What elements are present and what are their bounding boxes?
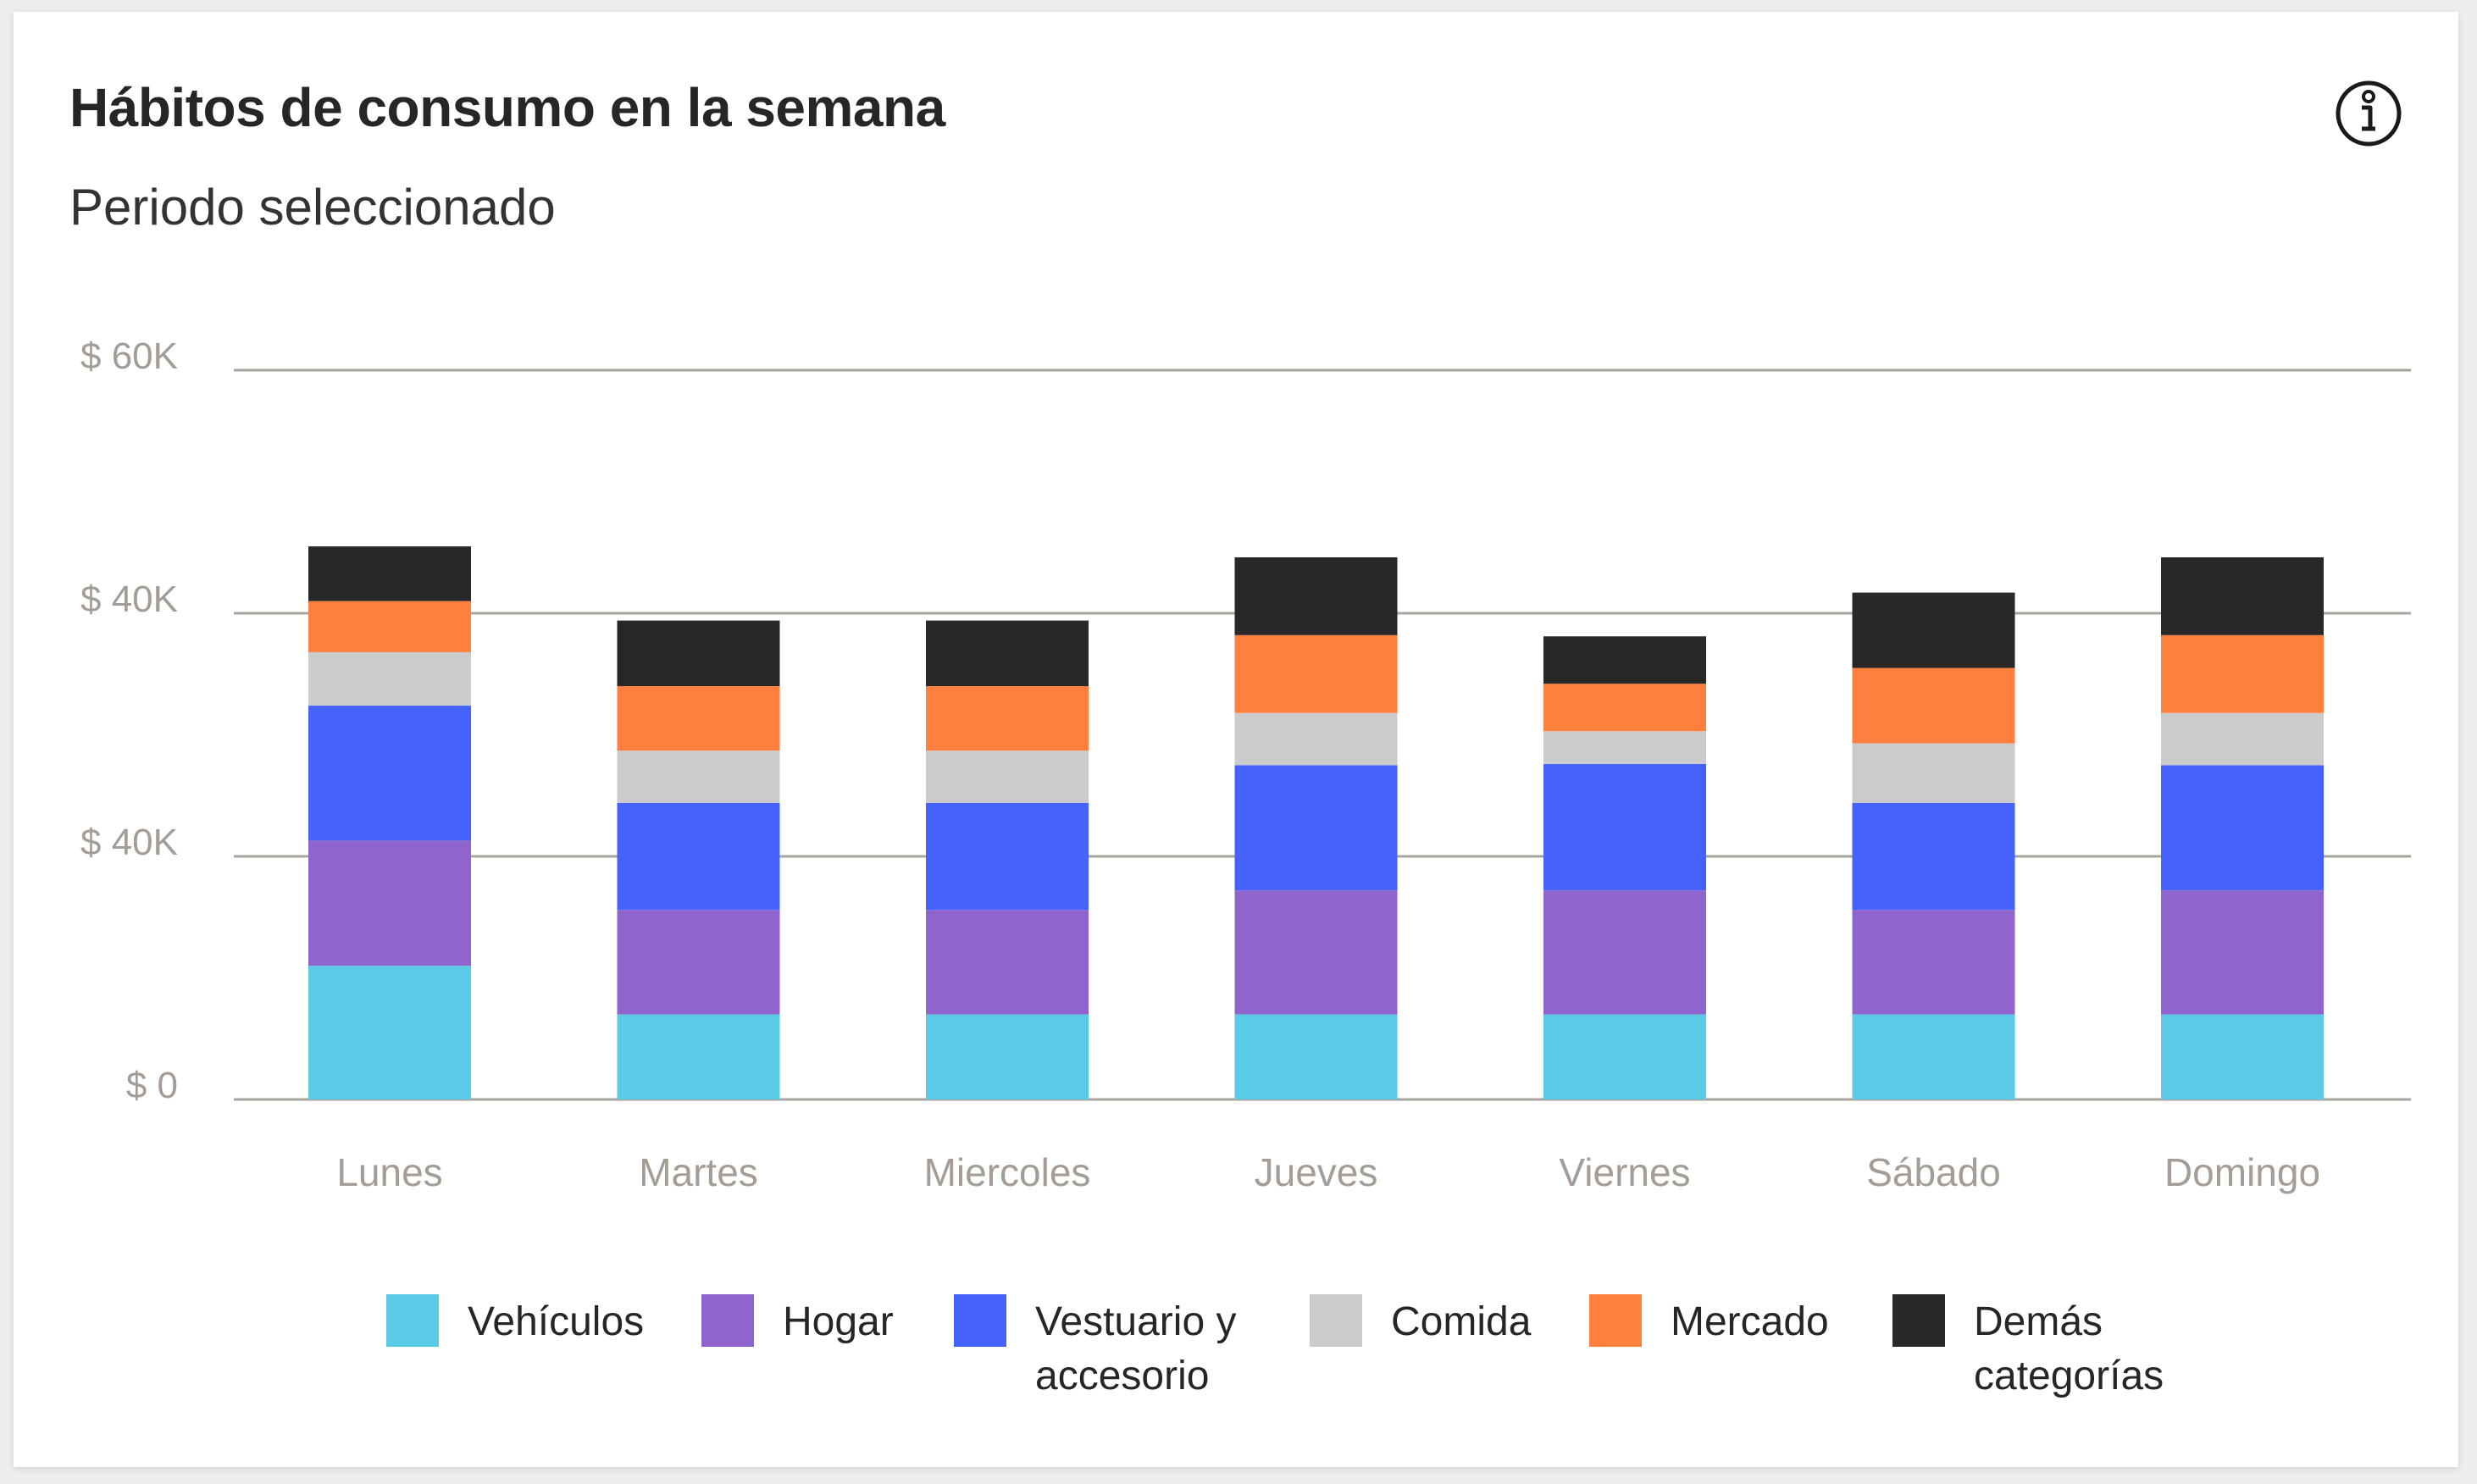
chart-subtitle: Periodo seleccionado (69, 179, 556, 235)
legend-item: Mercado (1589, 1294, 1829, 1347)
bar-segment (617, 620, 780, 687)
x-tick-label: Martes (639, 1150, 758, 1194)
y-tick-label: $ 40K (80, 579, 178, 620)
bar-segment (1234, 634, 1398, 713)
bar-segment (1852, 667, 2015, 744)
legend-swatch (954, 1294, 1006, 1347)
bar-segment (1234, 712, 1398, 766)
legend-item: Vehículos (386, 1294, 644, 1347)
info-icon[interactable] (2335, 80, 2402, 147)
legend-item: Comida (1310, 1294, 1532, 1347)
bar-segment (1852, 1014, 2015, 1099)
bar-segment (2161, 712, 2324, 766)
x-axis-category-labels: Lunes Martes Miercoles Jueves Viernes Sábado D… (336, 1150, 2320, 1194)
bar-segment (926, 750, 1089, 803)
bar-segment (926, 620, 1089, 687)
bar-stack (1543, 636, 1706, 1099)
bar-stack (617, 620, 780, 1099)
legend-swatch (1892, 1294, 1945, 1347)
bar-segment (308, 966, 471, 1099)
bar-segment (617, 1014, 780, 1099)
legend-label: categorías (1974, 1354, 2164, 1398)
bar-segment (617, 802, 780, 911)
legend-label: accesorio (1035, 1354, 1209, 1398)
x-tick-label: Jueves (1255, 1150, 1378, 1194)
bar-segment (1234, 890, 1398, 1015)
legend-label: Mercado (1671, 1299, 1829, 1344)
legend-swatch (701, 1294, 754, 1347)
legend-label: Vehículos (468, 1299, 644, 1344)
y-tick-label: $ 0 (126, 1065, 178, 1106)
bar-segment (1543, 763, 1706, 891)
bar-segment (1543, 890, 1706, 1015)
legend-item: Hogar (701, 1294, 894, 1347)
bar-segment (1852, 592, 2015, 668)
legend: Vehículos Hogar Vestuario y accesorio Comida… (386, 1294, 2164, 1398)
bar-stack (1234, 556, 1398, 1099)
bar-stack (308, 546, 471, 1099)
bar-segment (1543, 636, 1706, 684)
chart-title: Hábitos de consumo en la semana (69, 77, 945, 138)
bar-segment (926, 1014, 1089, 1099)
legend-label: Vestuario y (1035, 1299, 1236, 1344)
bar-segment (308, 706, 471, 841)
bar-stack (2161, 556, 2324, 1099)
bar-segment (1543, 684, 1706, 732)
bar-segment (1234, 765, 1398, 891)
y-axis-tick-labels: $ 0 $ 40K $ 40K $ 60K (80, 335, 178, 1106)
legend-item: Demás categorías (1892, 1294, 2164, 1398)
x-tick-label: Lunes (336, 1150, 442, 1194)
bar-segment (1234, 1014, 1398, 1099)
bar-segment (617, 750, 780, 803)
legend-swatch (1589, 1294, 1642, 1347)
bar-segment (926, 686, 1089, 751)
y-tick-label: $ 40K (80, 822, 178, 863)
bar-segment (2161, 890, 2324, 1015)
legend-label: Comida (1391, 1299, 1532, 1344)
x-tick-label: Sábado (1866, 1150, 2001, 1194)
legend-label: Demás (1974, 1299, 2103, 1344)
x-tick-label: Viernes (1559, 1150, 1690, 1194)
bar-segment (308, 651, 471, 706)
bar-segment (1234, 556, 1398, 635)
bar-segment (1852, 743, 2015, 803)
legend-swatch (386, 1294, 439, 1347)
bar-segment (308, 546, 471, 601)
x-tick-label: Miercoles (924, 1150, 1091, 1194)
x-tick-label: Domingo (2164, 1150, 2320, 1194)
legend-item: Vestuario y accesorio (954, 1294, 1236, 1398)
bar-segment (617, 686, 780, 751)
bar-segment (926, 802, 1089, 911)
bar-segment (926, 910, 1089, 1015)
bar-segment (1852, 802, 2015, 911)
bar-segment (308, 840, 471, 966)
y-tick-label: $ 60K (80, 335, 178, 377)
bar-segment (1852, 910, 2015, 1015)
bar-segment (617, 910, 780, 1015)
bar-stack (1852, 592, 2015, 1099)
legend-label: Hogar (783, 1299, 894, 1344)
bar-segment (308, 601, 471, 652)
bar-stack (926, 620, 1089, 1099)
bar-segment (2161, 556, 2324, 635)
legend-swatch (1310, 1294, 1362, 1347)
bars (308, 546, 2324, 1099)
bar-segment (2161, 765, 2324, 891)
bar-segment (1543, 1014, 1706, 1099)
bar-segment (2161, 1014, 2324, 1099)
bar-segment (1543, 731, 1706, 764)
bar-segment (2161, 634, 2324, 713)
